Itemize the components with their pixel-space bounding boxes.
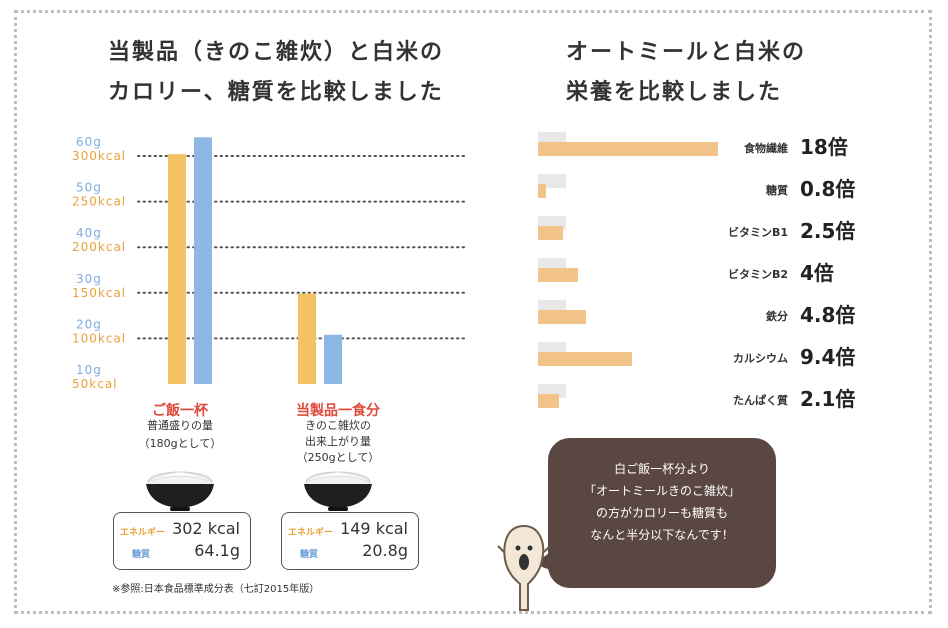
left-title-line2: カロリー、糖質を比較しました [108, 80, 444, 105]
y-tick-kcal: 300kcal [72, 149, 126, 163]
ratio-label: 18倍 [800, 135, 848, 159]
dotted-frame [14, 10, 932, 614]
energy-row: エネルギー 302 kcal [120, 519, 244, 539]
bar-oatmeal [538, 142, 718, 156]
group1-sub2: （180gとして） [138, 437, 222, 450]
group2-sub3: （250gとして） [296, 451, 380, 464]
y-tick-g: 10g [76, 363, 102, 377]
bar-oatmeal [538, 352, 632, 366]
bar-kcal [298, 293, 316, 384]
y-tick-kcal: 100kcal [72, 331, 126, 345]
bar-kcal [168, 154, 186, 384]
group2-sub2: 出来上がり量 [305, 435, 371, 448]
y-tick-kcal: 200kcal [72, 240, 126, 254]
speech-bubble: 白ご飯一杯分より 「オートミールきのこ雑炊」 の方がカロリーも糖質も なんと半分… [548, 438, 776, 588]
carb-label: 糖質 [132, 550, 151, 560]
category-label: 糖質 [766, 183, 788, 197]
mascot-character-icon [497, 524, 551, 611]
bar-oatmeal [538, 268, 578, 282]
category-label: ビタミンB1 [728, 225, 788, 239]
category-label: 鉄分 [766, 309, 788, 323]
y-tick-kcal: 50kcal [72, 377, 118, 391]
info-box-product: エネルギー 149 kcal 糖質 20.8g [281, 512, 419, 570]
category-label: たんぱく質 [733, 393, 788, 407]
bubble-line-2: 「オートミールきのこ雑炊」 [583, 484, 740, 498]
energy-value: 302 kcal [172, 519, 240, 538]
right-title-line1: オートミールと白米の [566, 40, 807, 65]
carb-value: 20.8g [362, 541, 408, 560]
bar-carb [194, 137, 212, 384]
reference-note: ※参照:日本食品標準成分表（七訂2015年版） [112, 584, 320, 595]
energy-row: エネルギー 149 kcal [288, 519, 412, 539]
y-tick-g: 30g [76, 272, 102, 286]
ratio-label: 2.5倍 [800, 219, 855, 243]
bubble-line-3: の方がカロリーも糖質も [595, 506, 728, 520]
group1-sub1: 普通盛りの量 [147, 419, 213, 432]
left-title-line1: 当製品（きのこ雑炊）と白米の [108, 40, 445, 65]
speech-bubble-text: 白ご飯一杯分より 「オートミールきのこ雑炊」 の方がカロリーも糖質も なんと半分… [548, 458, 776, 546]
y-tick-g: 50g [76, 181, 102, 195]
energy-label: エネルギー [120, 528, 166, 538]
ratio-label: 2.1倍 [800, 387, 855, 411]
info-box-rice: エネルギー 302 kcal 糖質 64.1g [113, 512, 251, 570]
bar-oatmeal [538, 310, 586, 324]
carb-row: 糖質 20.8g [288, 541, 412, 561]
bubble-line-4: なんと半分以下なんです！ [590, 528, 734, 542]
energy-value: 149 kcal [340, 519, 408, 538]
rice-bowl-image-1 [146, 471, 214, 511]
ratio-label: 9.4倍 [800, 345, 855, 369]
category-label: ビタミンB2 [728, 267, 788, 281]
carb-label: 糖質 [300, 550, 319, 560]
ratio-label: 4倍 [800, 261, 834, 285]
y-tick-kcal: 150kcal [72, 286, 126, 300]
group2-title: 当製品一食分 [296, 403, 380, 419]
y-tick-g: 40g [76, 226, 102, 240]
y-tick-g: 60g [76, 135, 102, 149]
group1-title: ご飯一杯 [152, 403, 208, 419]
carb-row: 糖質 64.1g [120, 541, 244, 561]
bar-oatmeal [538, 394, 559, 408]
energy-label: エネルギー [288, 528, 334, 538]
bubble-line-1: 白ご飯一杯分より [614, 462, 710, 476]
group2-sub1: きのこ雑炊の [305, 419, 371, 432]
ratio-label: 4.8倍 [800, 303, 855, 327]
category-label: 食物繊維 [744, 141, 788, 155]
bar-oatmeal [538, 184, 546, 198]
right-title-line2: 栄養を比較しました [566, 80, 783, 105]
ratio-label: 0.8倍 [800, 177, 855, 201]
bar-oatmeal [538, 226, 563, 240]
y-tick-g: 20g [76, 317, 102, 331]
y-tick-kcal: 250kcal [72, 195, 126, 209]
carb-value: 64.1g [194, 541, 240, 560]
bar-carb [324, 334, 342, 384]
rice-bowl-image-2 [304, 471, 372, 511]
category-label: カルシウム [733, 352, 788, 365]
